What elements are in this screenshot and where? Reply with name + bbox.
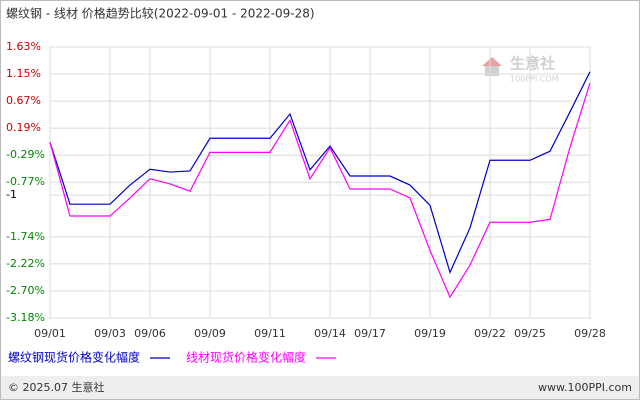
y-tick-label: -2.70% xyxy=(6,284,45,297)
y-tick-label: 1.15% xyxy=(6,67,41,80)
x-tick-label: 09/19 xyxy=(414,327,446,340)
y-tick-label: 1.63% xyxy=(6,40,41,53)
footer-left: © 2025.07 生意社 xyxy=(8,380,104,394)
x-tick-label: 09/22 xyxy=(474,327,506,340)
y-tick-label: -0.29% xyxy=(6,148,45,161)
x-tick-label: 09/03 xyxy=(94,327,126,340)
y-tick-label: -0.77% xyxy=(6,175,45,188)
watermark-logo xyxy=(485,66,499,76)
y-tick-label: -1.74% xyxy=(6,230,45,243)
watermark-logo xyxy=(482,57,502,66)
x-tick-label: 09/09 xyxy=(194,327,226,340)
x-tick-label: 09/01 xyxy=(34,327,66,340)
x-tick-label: 09/11 xyxy=(254,327,286,340)
watermark: 生意社 100PPI.COM xyxy=(482,55,559,84)
watermark-sub: 100PPI.COM xyxy=(510,75,559,84)
x-tick-label: 09/17 xyxy=(354,327,386,340)
x-tick-label: 09/14 xyxy=(314,327,346,340)
y-tick-label: -3.18% xyxy=(6,311,45,324)
x-tick-label: 09/06 xyxy=(134,327,166,340)
series-line xyxy=(49,82,591,299)
x-tick-label: 09/25 xyxy=(514,327,546,340)
legend-label: 螺纹钢现货价格变化幅度 xyxy=(8,350,140,365)
y-tick-label: 0.19% xyxy=(6,121,41,134)
y-tick-label: -2.22% xyxy=(6,257,45,270)
y-tick-label: 0.67% xyxy=(6,94,41,107)
y-tick-label: -1 xyxy=(6,188,17,201)
chart-title: 螺纹钢 - 线材 价格趋势比较(2022-09-01 - 2022-09-28) xyxy=(6,6,315,21)
series-line xyxy=(49,71,591,275)
footer-bar xyxy=(1,376,639,399)
x-tick-label: 09/28 xyxy=(574,327,606,340)
legend-label: 线材现货价格变化幅度 xyxy=(186,350,306,365)
footer-right: www.100PPI.com xyxy=(538,381,632,394)
watermark-text: 生意社 xyxy=(510,55,555,73)
